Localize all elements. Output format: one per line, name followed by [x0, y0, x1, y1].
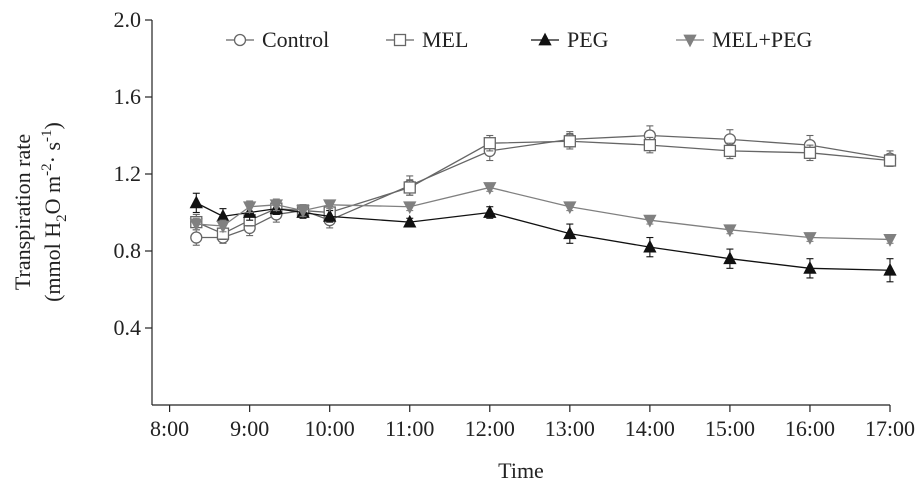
data-point-mel — [403, 181, 416, 194]
ylabel-sup1: -2 — [39, 163, 55, 176]
x-tick-label: 15:00 — [705, 416, 755, 441]
ylabel-pre: (mmol H — [40, 222, 65, 302]
legend-marker — [538, 32, 552, 46]
y-tick-label: 0.4 — [114, 315, 142, 340]
data-point-mel-peg — [563, 201, 577, 215]
data-point-peg — [803, 260, 817, 274]
x-tick-label: 12:00 — [465, 416, 515, 441]
data-point-mel-peg — [643, 214, 657, 228]
series-group — [189, 125, 897, 283]
data-point-peg — [323, 208, 337, 222]
x-tick-label: 11:00 — [385, 416, 434, 441]
data-point-mel-peg — [723, 224, 737, 238]
data-point-peg — [643, 239, 657, 253]
ylabel-sub: 2 — [54, 214, 70, 222]
data-point-mel — [563, 135, 576, 148]
data-point-mel-peg — [296, 205, 310, 218]
y-ticks: 0.4 0.8 1.2 1.6 2.0 — [114, 7, 152, 340]
series-peg — [189, 192, 897, 283]
data-point-mel — [803, 146, 817, 159]
y-tick-label: 0.8 — [114, 238, 142, 263]
data-point-mel-peg — [242, 201, 257, 215]
ylabel-post: ) — [40, 122, 65, 129]
legend-item-mel: MEL — [386, 27, 468, 52]
x-tick-label: 16:00 — [785, 416, 835, 441]
legend-item-mel-peg: MEL+PEG — [676, 27, 813, 52]
series-control — [190, 125, 897, 246]
y-axis-title-line1: Transpiration rate — [10, 134, 35, 290]
ylabel-mid2: · s — [40, 142, 65, 163]
y-tick-label: 2.0 — [114, 7, 142, 32]
data-point-mel — [723, 144, 737, 158]
x-tick-label: 10:00 — [305, 416, 355, 441]
ylabel-sup2: -1 — [39, 129, 55, 142]
x-tick-label: 14:00 — [625, 416, 675, 441]
data-point-mel — [483, 137, 496, 150]
data-point-peg — [403, 214, 417, 228]
x-tick-label: 9:00 — [230, 416, 269, 441]
y-tick-label: 1.6 — [114, 84, 142, 109]
data-point-peg — [563, 226, 577, 240]
data-point-control — [190, 231, 203, 244]
legend-label: PEG — [567, 27, 609, 52]
y-tick-label: 1.2 — [114, 161, 142, 186]
legend-label: Control — [262, 27, 329, 52]
legend-label: MEL — [422, 27, 468, 52]
data-point-mel-peg — [883, 234, 897, 247]
ylabel-mid1: O m — [40, 176, 65, 215]
data-point-mel-peg — [483, 182, 497, 195]
data-point-mel-peg — [216, 220, 230, 234]
data-point-peg — [189, 195, 203, 209]
data-point-peg — [483, 205, 497, 218]
legend-marker — [683, 34, 697, 48]
data-point-peg — [723, 251, 737, 265]
x-tick-label: 17:00 — [865, 416, 915, 441]
legend-marker — [233, 33, 247, 47]
x-axis-title: Time — [498, 458, 544, 483]
data-point-mel-peg — [403, 201, 417, 215]
y-axis-title: Transpiration rate (mmol H2O m-2· s-1) — [10, 122, 70, 302]
series-line-control — [196, 134, 891, 239]
data-point-mel — [883, 154, 897, 167]
y-axis-title-line2: (mmol H2O m-2· s-1) — [39, 122, 70, 302]
x-tick-label: 8:00 — [150, 416, 189, 441]
legend-marker — [393, 33, 407, 47]
legend-label: MEL+PEG — [712, 27, 813, 52]
data-point-peg — [883, 262, 897, 276]
series-line-mel — [196, 140, 891, 235]
data-point-mel — [643, 138, 657, 152]
data-point-mel-peg — [189, 218, 203, 232]
data-point-mel-peg — [269, 199, 283, 213]
legend-item-peg: PEG — [531, 27, 609, 52]
data-point-mel-peg — [323, 199, 337, 213]
axes — [151, 20, 890, 406]
x-tick-label: 13:00 — [545, 416, 595, 441]
legend-item-control: Control — [226, 27, 329, 52]
legend: Control MEL PEG MEL+PEG — [226, 27, 813, 52]
x-ticks: 8:00 9:00 10:00 11:00 12:00 13:00 14:00 15:00 16… — [150, 405, 915, 441]
series-mel — [190, 133, 897, 240]
series-mel-peg — [189, 182, 897, 247]
data-point-mel-peg — [803, 232, 817, 245]
